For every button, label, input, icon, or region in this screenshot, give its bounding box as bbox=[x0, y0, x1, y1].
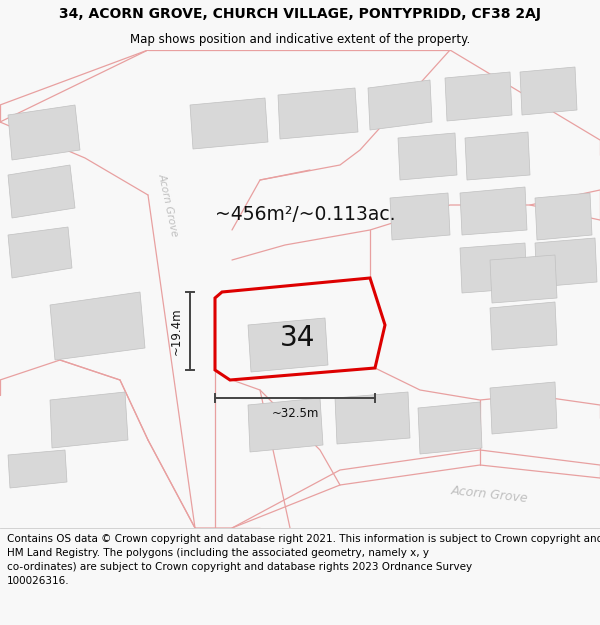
Polygon shape bbox=[190, 98, 268, 149]
Text: Contains OS data © Crown copyright and database right 2021. This information is : Contains OS data © Crown copyright and d… bbox=[7, 534, 600, 586]
Polygon shape bbox=[8, 165, 75, 218]
Polygon shape bbox=[460, 243, 527, 293]
Polygon shape bbox=[490, 382, 557, 434]
Text: Acorn Grove: Acorn Grove bbox=[451, 484, 529, 506]
Polygon shape bbox=[520, 67, 577, 115]
Polygon shape bbox=[390, 193, 450, 240]
Polygon shape bbox=[335, 392, 410, 444]
Text: ~32.5m: ~32.5m bbox=[271, 408, 319, 421]
Polygon shape bbox=[248, 398, 323, 452]
Text: 34: 34 bbox=[280, 324, 316, 352]
Polygon shape bbox=[398, 133, 457, 180]
Text: Acorn Grove: Acorn Grove bbox=[157, 173, 179, 238]
Polygon shape bbox=[8, 450, 67, 488]
Polygon shape bbox=[8, 227, 72, 278]
Polygon shape bbox=[418, 402, 482, 454]
Text: 34, ACORN GROVE, CHURCH VILLAGE, PONTYPRIDD, CF38 2AJ: 34, ACORN GROVE, CHURCH VILLAGE, PONTYPR… bbox=[59, 7, 541, 21]
Polygon shape bbox=[50, 392, 128, 448]
Polygon shape bbox=[50, 292, 145, 360]
Text: ~456m²/~0.113ac.: ~456m²/~0.113ac. bbox=[215, 206, 395, 224]
Polygon shape bbox=[535, 238, 597, 287]
Polygon shape bbox=[535, 193, 592, 240]
Polygon shape bbox=[248, 318, 328, 372]
Polygon shape bbox=[490, 255, 557, 303]
Polygon shape bbox=[368, 80, 432, 130]
Polygon shape bbox=[490, 302, 557, 350]
Text: ~19.4m: ~19.4m bbox=[170, 307, 182, 355]
Polygon shape bbox=[460, 187, 527, 235]
Polygon shape bbox=[465, 132, 530, 180]
Polygon shape bbox=[8, 105, 80, 160]
Text: Map shows position and indicative extent of the property.: Map shows position and indicative extent… bbox=[130, 32, 470, 46]
Polygon shape bbox=[278, 88, 358, 139]
Polygon shape bbox=[445, 72, 512, 121]
